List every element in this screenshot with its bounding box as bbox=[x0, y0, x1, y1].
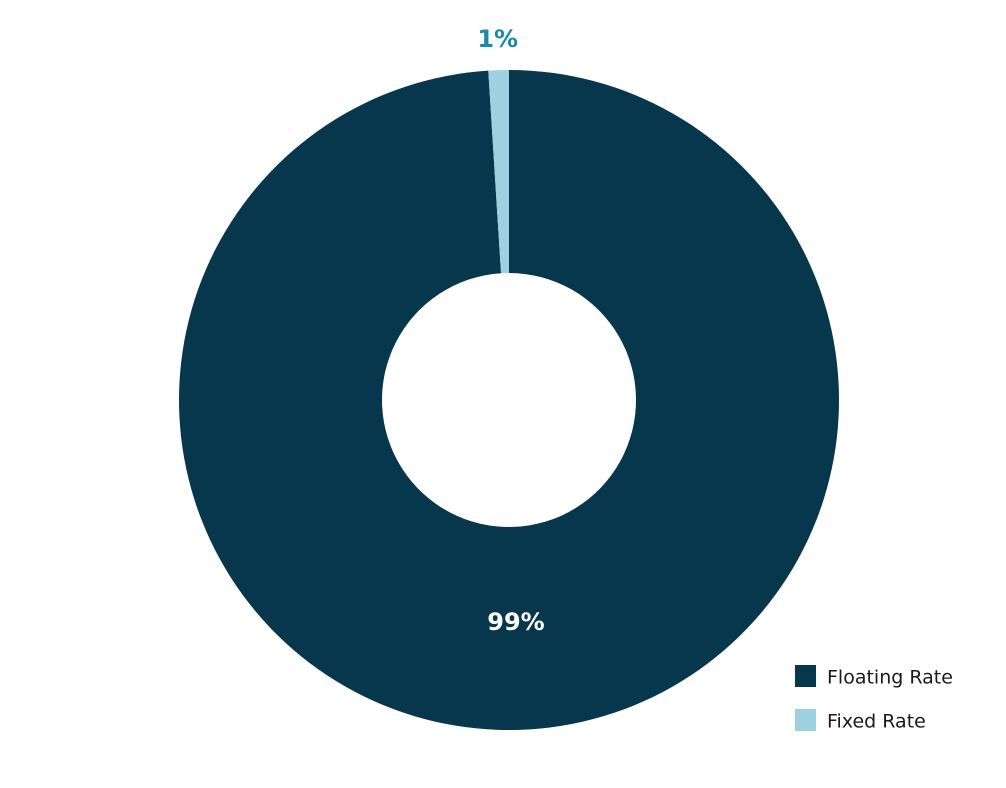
donut-slice bbox=[488, 70, 509, 274]
legend-label: Floating Rate bbox=[827, 667, 953, 689]
donut-slice bbox=[178, 70, 840, 731]
value-label: 1% bbox=[477, 25, 518, 53]
legend-label: Fixed Rate bbox=[827, 711, 926, 733]
legend-swatch bbox=[795, 665, 816, 687]
legend-swatch bbox=[795, 709, 816, 731]
value-label: 99% bbox=[487, 608, 544, 636]
